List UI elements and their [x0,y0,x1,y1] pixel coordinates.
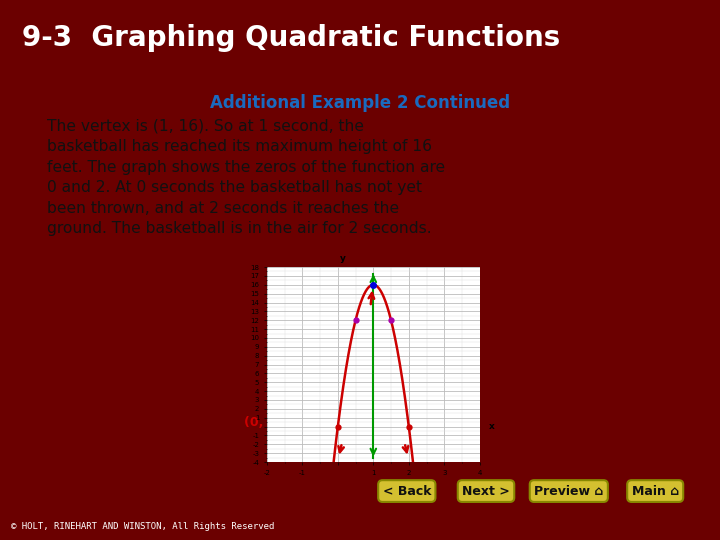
Text: The vertex is (1, 16). So at 1 second, the
basketball has reached its maximum he: The vertex is (1, 16). So at 1 second, t… [48,119,446,236]
Text: (1.5, 12): (1.5, 12) [398,312,459,325]
Text: x: x [489,422,495,431]
Text: Additional Example 2 Continued: Additional Example 2 Continued [210,93,510,112]
Text: Preview ⌂: Preview ⌂ [534,484,603,497]
Text: (0, 0): (0, 0) [244,416,282,429]
Text: Main ⌂: Main ⌂ [631,484,679,497]
Text: y: y [341,254,346,262]
Text: (0.5, 12): (0.5, 12) [294,312,355,325]
Text: Next >: Next > [462,484,510,497]
Text: (1, 16): (1, 16) [382,275,429,288]
Text: (2, 0): (2, 0) [414,416,453,429]
Text: 9-3  Graphing Quadratic Functions: 9-3 Graphing Quadratic Functions [22,24,560,52]
Text: © HOLT, RINEHART AND WINSTON, All Rights Reserved: © HOLT, RINEHART AND WINSTON, All Rights… [11,522,274,531]
Text: < Back: < Back [382,484,431,497]
